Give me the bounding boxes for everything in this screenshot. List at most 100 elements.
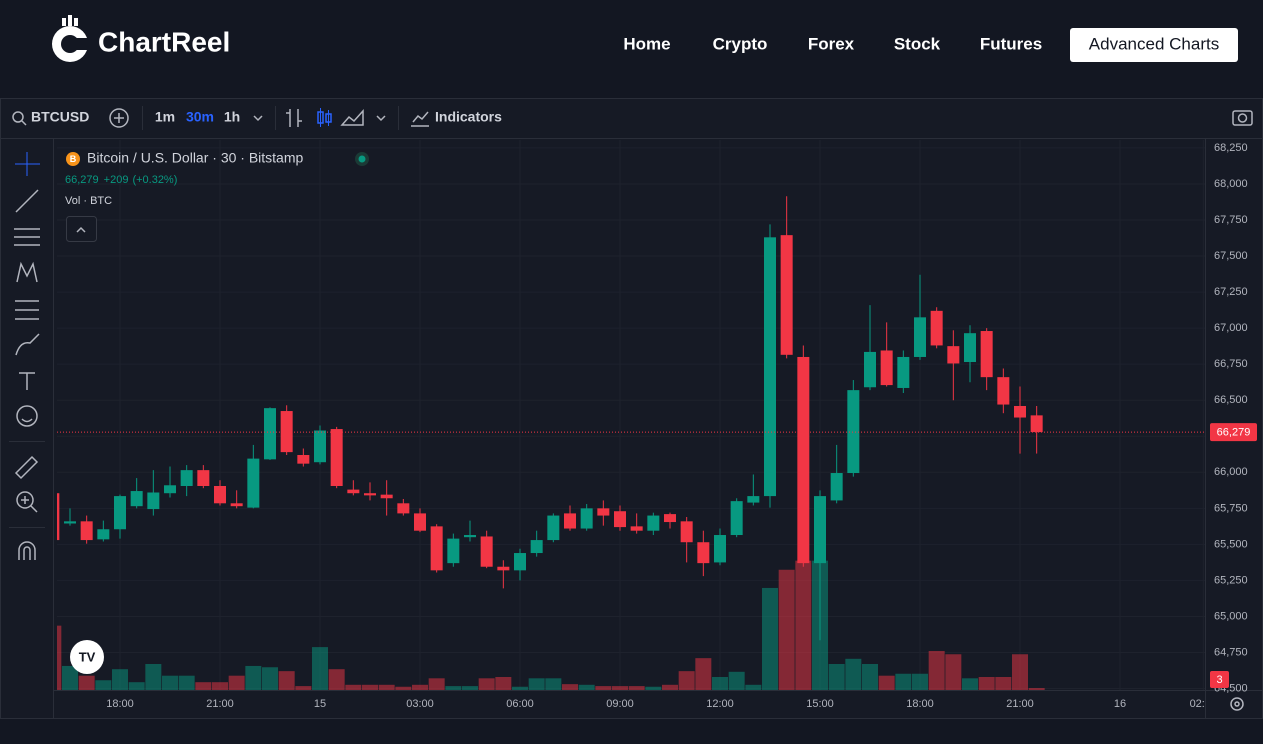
candle-body (297, 455, 310, 464)
y-tick-label: 65,750 (1214, 502, 1248, 514)
volume-bar (328, 669, 345, 690)
screenshot-button[interactable] (1232, 110, 1253, 126)
projection-tool[interactable] (15, 300, 39, 320)
volume-bar (662, 684, 678, 690)
nav-link[interactable]: Futures (980, 34, 1042, 53)
x-tick-label: 18:00 (106, 698, 134, 710)
volume-bar (195, 682, 212, 690)
candle-body (147, 492, 160, 510)
advanced-button[interactable] (1070, 28, 1238, 62)
brush-tool[interactable] (15, 333, 40, 356)
volume-bar (962, 678, 978, 690)
candle-body (64, 521, 76, 524)
trend-line-tool[interactable] (15, 189, 39, 213)
zoom-tool[interactable] (16, 491, 38, 513)
nav-link[interactable]: Home (623, 34, 670, 53)
text-tool[interactable] (19, 372, 35, 390)
style-menu[interactable] (376, 115, 386, 122)
y-tick-label: 66,500 (1214, 394, 1248, 406)
volume-bar (578, 684, 595, 690)
tv-badge[interactable]: TV (70, 640, 104, 674)
candle-body (914, 317, 926, 357)
tv-badge-text: TV (79, 649, 96, 664)
interval[interactable]: 1h (224, 109, 240, 125)
candle-body (864, 351, 876, 388)
volume-bar (895, 673, 912, 690)
interval[interactable]: 30m (186, 109, 214, 125)
settings-button[interactable] (1230, 697, 1244, 711)
drawing-tools (9, 152, 45, 560)
symbol-search[interactable]: BTCUSD (12, 109, 89, 126)
candle-body (230, 503, 243, 507)
nav-link[interactable]: Stock (894, 34, 941, 53)
volume-bar (95, 680, 112, 690)
candle-body (780, 235, 793, 355)
y-tick-label: 65,500 (1214, 538, 1248, 550)
interval[interactable]: 1m (155, 109, 175, 125)
nav-link[interactable]: Forex (808, 34, 855, 53)
candle-body (1030, 415, 1043, 433)
volume-bar (112, 669, 128, 690)
axes: 64,50064,75065,00065,25065,50065,75066,0… (106, 142, 1257, 710)
volume-bar (245, 665, 262, 690)
interval-menu[interactable] (253, 115, 263, 122)
x-tick-label: 15:00 (806, 698, 834, 710)
candle-body (1014, 405, 1026, 418)
candle-body (414, 513, 426, 531)
candle-body (580, 508, 593, 529)
candle-body (347, 489, 360, 494)
candle-body (614, 511, 626, 528)
candle-body (197, 470, 210, 487)
volume-bar (628, 686, 645, 690)
volume-bar (162, 675, 178, 690)
emoji-tool[interactable] (16, 405, 38, 427)
volume-bar (762, 587, 778, 690)
candle-body (764, 237, 776, 497)
ruler-tool[interactable] (14, 455, 39, 480)
volume-bar (262, 667, 278, 690)
volume-bar (712, 677, 728, 690)
candle-body (880, 350, 893, 386)
logo[interactable]: ChartReel (52, 15, 230, 62)
logo-text: ChartReel (98, 26, 230, 57)
volume-bar (378, 684, 395, 690)
x-tick-label: 21:00 (206, 698, 234, 710)
volume-bar (428, 678, 445, 690)
volume-bar (295, 686, 312, 690)
indicators-label[interactable]: Indicators (435, 109, 502, 125)
coin-icon-letter: B (70, 154, 77, 164)
crosshair-tool[interactable] (15, 152, 40, 176)
symbol[interactable]: BTCUSD (31, 109, 89, 125)
candle-style[interactable] (317, 108, 332, 127)
area-style[interactable] (340, 109, 364, 126)
volume-bar (612, 686, 628, 690)
candle-body (847, 390, 860, 474)
compare-button[interactable] (109, 108, 129, 128)
legend-values: 66,279 +209 (+0.32%) (65, 174, 177, 186)
bar-style[interactable] (286, 109, 302, 127)
candle-body (897, 356, 910, 388)
y-tick-label: 64,750 (1214, 646, 1248, 658)
candle-body (180, 470, 193, 487)
y-tick-label: 66,000 (1214, 466, 1248, 478)
volume-bar (312, 647, 328, 690)
fib-tool[interactable] (14, 228, 40, 246)
pattern-tool[interactable] (16, 261, 38, 283)
volume-bar (178, 675, 195, 690)
indicators-button[interactable]: Indicators (411, 109, 502, 127)
volume-bar (745, 684, 762, 690)
candle-body (664, 514, 676, 523)
volume-bar (645, 686, 662, 690)
candle-body (597, 508, 610, 516)
nav-link[interactable]: Crypto (713, 34, 768, 53)
magnet-tool[interactable] (18, 541, 36, 560)
volume-bar (928, 651, 945, 690)
y-tick-label: 67,000 (1214, 322, 1248, 334)
volume-bar (728, 671, 745, 690)
candle-body (464, 535, 476, 538)
advanced-button-label[interactable]: Advanced Charts (1089, 34, 1219, 53)
candle-body (730, 501, 743, 536)
candle-body (264, 408, 276, 460)
